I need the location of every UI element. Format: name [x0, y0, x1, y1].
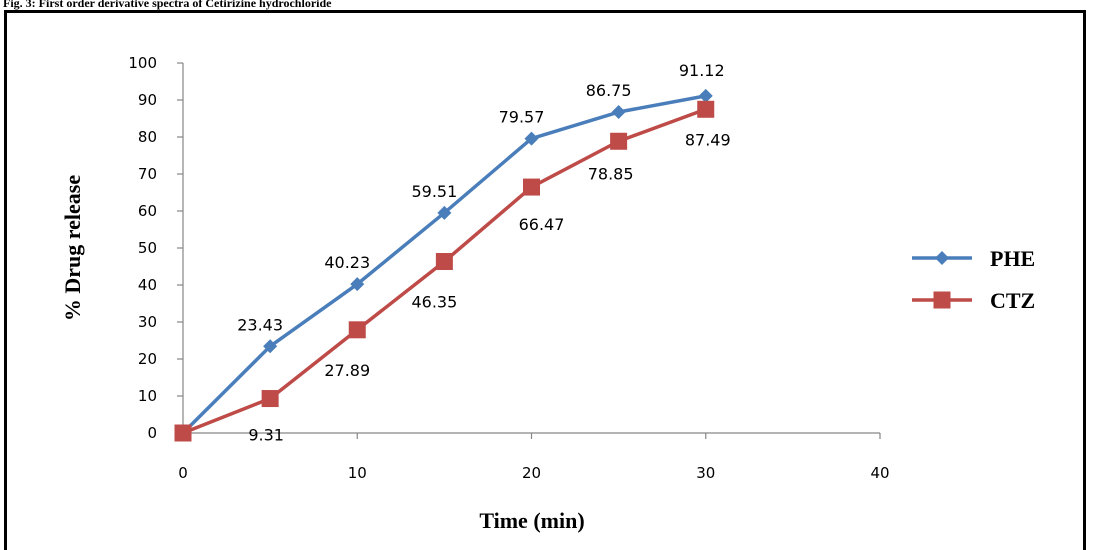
data-point-marker	[437, 205, 452, 220]
y-axis-title: % Drug release	[60, 175, 85, 321]
y-tick-label: 40	[138, 276, 157, 294]
x-tick-label: 40	[870, 464, 889, 482]
data-point-marker	[697, 100, 715, 118]
data-label: 59.51	[411, 182, 457, 201]
data-label: 9.31	[248, 426, 284, 445]
y-tick-label: 60	[138, 202, 157, 220]
legend-item-ctz: CTZ	[912, 288, 1035, 313]
data-point-marker	[435, 253, 453, 271]
y-tick-label: 90	[138, 91, 157, 109]
x-tick-label: 20	[522, 464, 541, 482]
x-tick-label: 10	[348, 464, 367, 482]
data-label: 79.57	[499, 108, 545, 127]
data-label: 78.85	[588, 164, 634, 183]
series-ctz	[174, 100, 715, 442]
y-tick-label: 100	[128, 54, 157, 72]
x-axis-title: Time (min)	[479, 508, 584, 533]
data-label: 46.35	[411, 293, 457, 312]
y-tick-label: 30	[138, 313, 157, 331]
data-point-marker	[174, 424, 192, 442]
data-point-marker	[261, 390, 279, 408]
data-label: 87.49	[685, 130, 731, 149]
data-labels: 23.43 40.23 59.51 79.57 86.75 91.12 9.31 27.89 4…	[237, 61, 730, 445]
data-label: 66.47	[519, 215, 565, 234]
y-tick-label: 70	[138, 165, 157, 183]
figure-caption: Fig. 3: First order derivative spectra o…	[3, 0, 332, 10]
chart-frame	[4, 10, 1086, 550]
y-tick-label: 80	[138, 128, 157, 146]
data-point-marker	[698, 88, 713, 103]
series-line	[182, 107, 707, 435]
y-tick-label: 20	[138, 350, 157, 368]
legend-marker	[933, 291, 951, 309]
data-point-marker	[348, 321, 366, 339]
data-label: 91.12	[679, 61, 725, 80]
legend-marker	[935, 251, 949, 265]
data-label: 86.75	[586, 81, 632, 100]
axes: 0 10 20 30 40 50 60 70 80 90 100 0 10 20 30 40	[128, 54, 889, 482]
data-label: 23.43	[237, 315, 283, 334]
legend-label: PHE	[990, 246, 1035, 271]
series-layer	[174, 88, 715, 442]
data-point-marker	[523, 178, 540, 196]
data-label: 40.23	[324, 253, 370, 272]
legend: PHE CTZ	[912, 246, 1035, 313]
legend-item-phe: PHE	[912, 246, 1035, 271]
data-label: 27.89	[324, 361, 370, 380]
y-tick-label: 0	[147, 424, 157, 442]
data-point-marker	[524, 131, 539, 146]
data-point-marker	[610, 132, 628, 150]
data-point-marker	[611, 105, 626, 120]
legend-label: CTZ	[990, 288, 1035, 313]
data-point-marker	[350, 277, 365, 292]
y-tick-label: 50	[138, 239, 157, 257]
x-tick-label: 30	[696, 464, 715, 482]
y-tick-label: 10	[138, 387, 157, 405]
x-tick-label: 0	[178, 464, 188, 482]
data-point-marker	[263, 339, 278, 354]
